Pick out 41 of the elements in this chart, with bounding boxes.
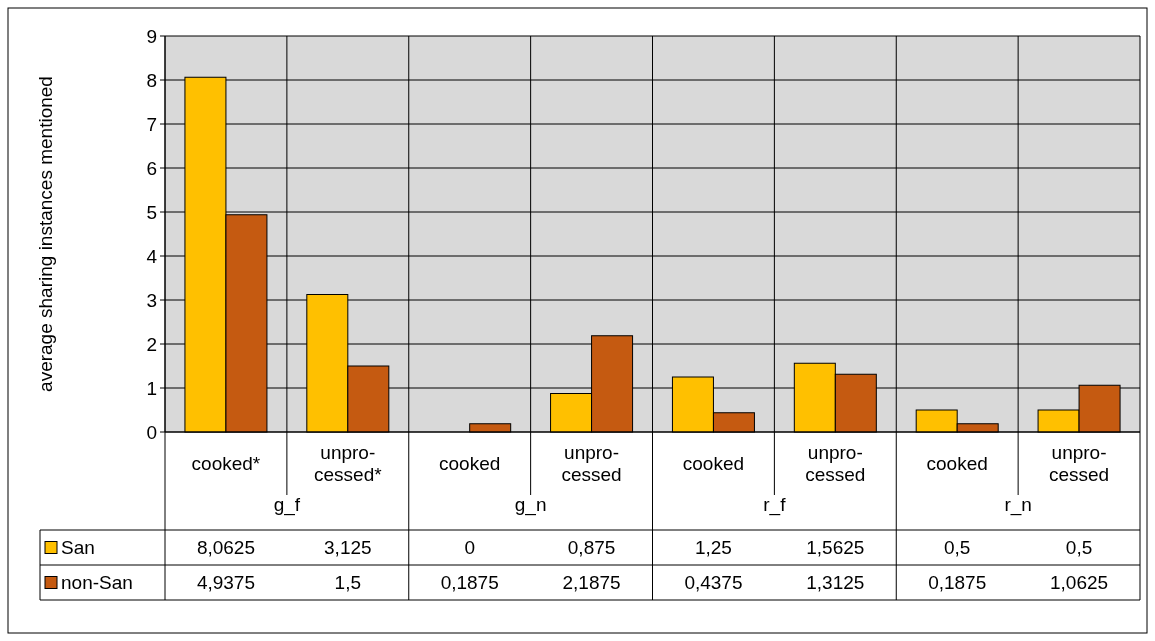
y-tick-label: 2 bbox=[146, 333, 157, 355]
data-label: 0,5 bbox=[1065, 537, 1093, 559]
text: g_f bbox=[273, 494, 301, 517]
y-tick-label: 3 bbox=[146, 289, 157, 311]
legend-label: non-San bbox=[61, 572, 133, 594]
data-label: 4,9375 bbox=[196, 572, 255, 594]
text: r_n bbox=[1004, 494, 1032, 517]
x-tick-label: cooked* bbox=[191, 453, 261, 475]
data-label: 0,875 bbox=[567, 537, 616, 559]
data-label: 0 bbox=[464, 537, 475, 559]
data-label: 1,0625 bbox=[1050, 572, 1109, 594]
y-tick-label: 0 bbox=[146, 421, 157, 443]
x-tick-label: cooked bbox=[439, 453, 501, 475]
data-label: 1,3125 bbox=[806, 572, 865, 594]
y-tick-label: 6 bbox=[146, 157, 157, 179]
y-tick-label: 9 bbox=[146, 25, 157, 47]
text: r_f bbox=[763, 494, 787, 517]
x-tick-label: cooked bbox=[682, 453, 745, 475]
data-label: 8,0625 bbox=[196, 537, 255, 559]
text: g_n bbox=[514, 494, 547, 517]
data-label: 1,5 bbox=[334, 572, 362, 594]
y-tick-label: 8 bbox=[146, 69, 157, 91]
x-tick-label: unpro- cessed bbox=[561, 442, 622, 485]
data-label: 0,1875 bbox=[928, 572, 987, 594]
y-tick-label: 1 bbox=[146, 377, 157, 399]
data-label: 1,25 bbox=[694, 537, 732, 559]
data-label: 2,1875 bbox=[562, 572, 621, 594]
data-label: 0,5 bbox=[943, 537, 971, 559]
data-label: 1,5625 bbox=[806, 537, 865, 559]
y-tick-label: 5 bbox=[146, 201, 157, 223]
data-label: 3,125 bbox=[324, 537, 372, 559]
y-axis-title: average sharing instances mentioned bbox=[35, 76, 56, 392]
x-tick-label: unpro- cessed bbox=[1048, 442, 1110, 485]
x-tick-label: unpro- cessed bbox=[805, 442, 866, 485]
x-tick-label: cooked bbox=[926, 453, 988, 475]
data-label: 0,4375 bbox=[684, 572, 743, 594]
data-label: 0,1875 bbox=[440, 572, 499, 594]
y-tick-label: 7 bbox=[146, 113, 157, 135]
x-tick-label: unpro- cessed* bbox=[314, 442, 383, 485]
y-tick-label: 4 bbox=[146, 245, 158, 267]
legend-label: San bbox=[61, 537, 95, 559]
